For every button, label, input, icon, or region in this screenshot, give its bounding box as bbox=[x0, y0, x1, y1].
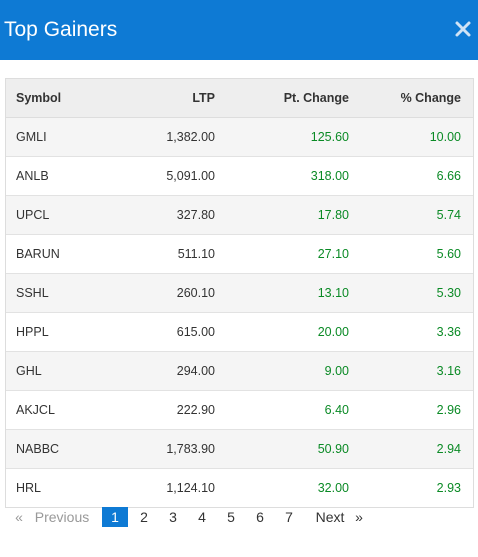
cell-pt-change: 6.40 bbox=[227, 390, 361, 430]
table-row[interactable]: GHL 294.00 9.00 3.16 bbox=[6, 351, 473, 391]
table-row[interactable]: UPCL 327.80 17.80 5.74 bbox=[6, 195, 473, 235]
column-header-pct-change[interactable]: % Change bbox=[361, 79, 473, 118]
column-header-ltp[interactable]: LTP bbox=[118, 79, 227, 118]
cell-pt-change: 27.10 bbox=[227, 234, 361, 274]
cell-pt-change: 17.80 bbox=[227, 195, 361, 235]
cell-pct-change: 2.94 bbox=[361, 429, 473, 469]
page-7-button[interactable]: 7 bbox=[285, 509, 293, 525]
cell-pt-change: 9.00 bbox=[227, 351, 361, 391]
cell-pct-change: 2.96 bbox=[361, 390, 473, 430]
cell-pct-change: 10.00 bbox=[361, 117, 473, 157]
gainers-table: Symbol LTP Pt. Change % Change GMLI 1,38… bbox=[6, 79, 473, 507]
table-row[interactable]: GMLI 1,382.00 125.60 10.00 bbox=[6, 117, 473, 157]
next-arrow-icon[interactable]: » bbox=[355, 509, 363, 525]
close-icon[interactable] bbox=[454, 20, 472, 38]
cell-ltp: 260.10 bbox=[118, 273, 227, 313]
table-row[interactable]: ANLB 5,091.00 318.00 6.66 bbox=[6, 156, 473, 196]
cell-symbol[interactable]: GMLI bbox=[6, 117, 118, 157]
cell-ltp: 1,783.90 bbox=[118, 429, 227, 469]
table-row[interactable]: HRL 1,124.10 32.00 2.93 bbox=[6, 468, 473, 507]
cell-ltp: 5,091.00 bbox=[118, 156, 227, 196]
cell-symbol[interactable]: HPPL bbox=[6, 312, 118, 352]
cell-pct-change: 5.30 bbox=[361, 273, 473, 313]
modal-title: Top Gainers bbox=[4, 18, 118, 41]
cell-ltp: 222.90 bbox=[118, 390, 227, 430]
cell-symbol[interactable]: AKJCL bbox=[6, 390, 118, 430]
page-5-button[interactable]: 5 bbox=[227, 509, 235, 525]
column-header-pt-change[interactable]: Pt. Change bbox=[227, 79, 361, 118]
cell-ltp: 1,382.00 bbox=[118, 117, 227, 157]
cell-pct-change: 6.66 bbox=[361, 156, 473, 196]
previous-button: Previous bbox=[34, 509, 90, 525]
gainers-table-container: Symbol LTP Pt. Change % Change GMLI 1,38… bbox=[5, 78, 474, 508]
cell-symbol[interactable]: UPCL bbox=[6, 195, 118, 235]
table-row[interactable]: HPPL 615.00 20.00 3.36 bbox=[6, 312, 473, 352]
table-row[interactable]: NABBC 1,783.90 50.90 2.94 bbox=[6, 429, 473, 469]
table-row[interactable]: BARUN 511.10 27.10 5.60 bbox=[6, 234, 473, 274]
next-button[interactable]: Next bbox=[315, 509, 345, 525]
page-4-button[interactable]: 4 bbox=[198, 509, 206, 525]
cell-symbol[interactable]: GHL bbox=[6, 351, 118, 391]
pagination: « Previous 1 2 3 4 5 6 7 Next » bbox=[0, 503, 478, 531]
cell-pt-change: 32.00 bbox=[227, 468, 361, 507]
table-row[interactable]: SSHL 260.10 13.10 5.30 bbox=[6, 273, 473, 313]
column-header-symbol[interactable]: Symbol bbox=[6, 79, 118, 118]
cell-symbol[interactable]: ANLB bbox=[6, 156, 118, 196]
table-row[interactable]: AKJCL 222.90 6.40 2.96 bbox=[6, 390, 473, 430]
cell-pt-change: 318.00 bbox=[227, 156, 361, 196]
modal-header: Top Gainers bbox=[0, 0, 478, 60]
cell-pct-change: 3.16 bbox=[361, 351, 473, 391]
cell-pct-change: 2.93 bbox=[361, 468, 473, 507]
page-6-button[interactable]: 6 bbox=[256, 509, 264, 525]
cell-pt-change: 13.10 bbox=[227, 273, 361, 313]
page-2-button[interactable]: 2 bbox=[140, 509, 148, 525]
cell-pt-change: 20.00 bbox=[227, 312, 361, 352]
page-1-button[interactable]: 1 bbox=[102, 507, 128, 527]
cell-symbol[interactable]: NABBC bbox=[6, 429, 118, 469]
cell-symbol[interactable]: BARUN bbox=[6, 234, 118, 274]
cell-ltp: 1,124.10 bbox=[118, 468, 227, 507]
cell-pct-change: 5.60 bbox=[361, 234, 473, 274]
cell-symbol[interactable]: HRL bbox=[6, 468, 118, 507]
cell-symbol[interactable]: SSHL bbox=[6, 273, 118, 313]
cell-pt-change: 50.90 bbox=[227, 429, 361, 469]
prev-arrow-icon: « bbox=[15, 509, 23, 525]
cell-pct-change: 3.36 bbox=[361, 312, 473, 352]
cell-ltp: 327.80 bbox=[118, 195, 227, 235]
cell-ltp: 615.00 bbox=[118, 312, 227, 352]
cell-ltp: 511.10 bbox=[118, 234, 227, 274]
page-3-button[interactable]: 3 bbox=[169, 509, 177, 525]
table-header-row: Symbol LTP Pt. Change % Change bbox=[6, 79, 473, 118]
cell-ltp: 294.00 bbox=[118, 351, 227, 391]
cell-pt-change: 125.60 bbox=[227, 117, 361, 157]
cell-pct-change: 5.74 bbox=[361, 195, 473, 235]
